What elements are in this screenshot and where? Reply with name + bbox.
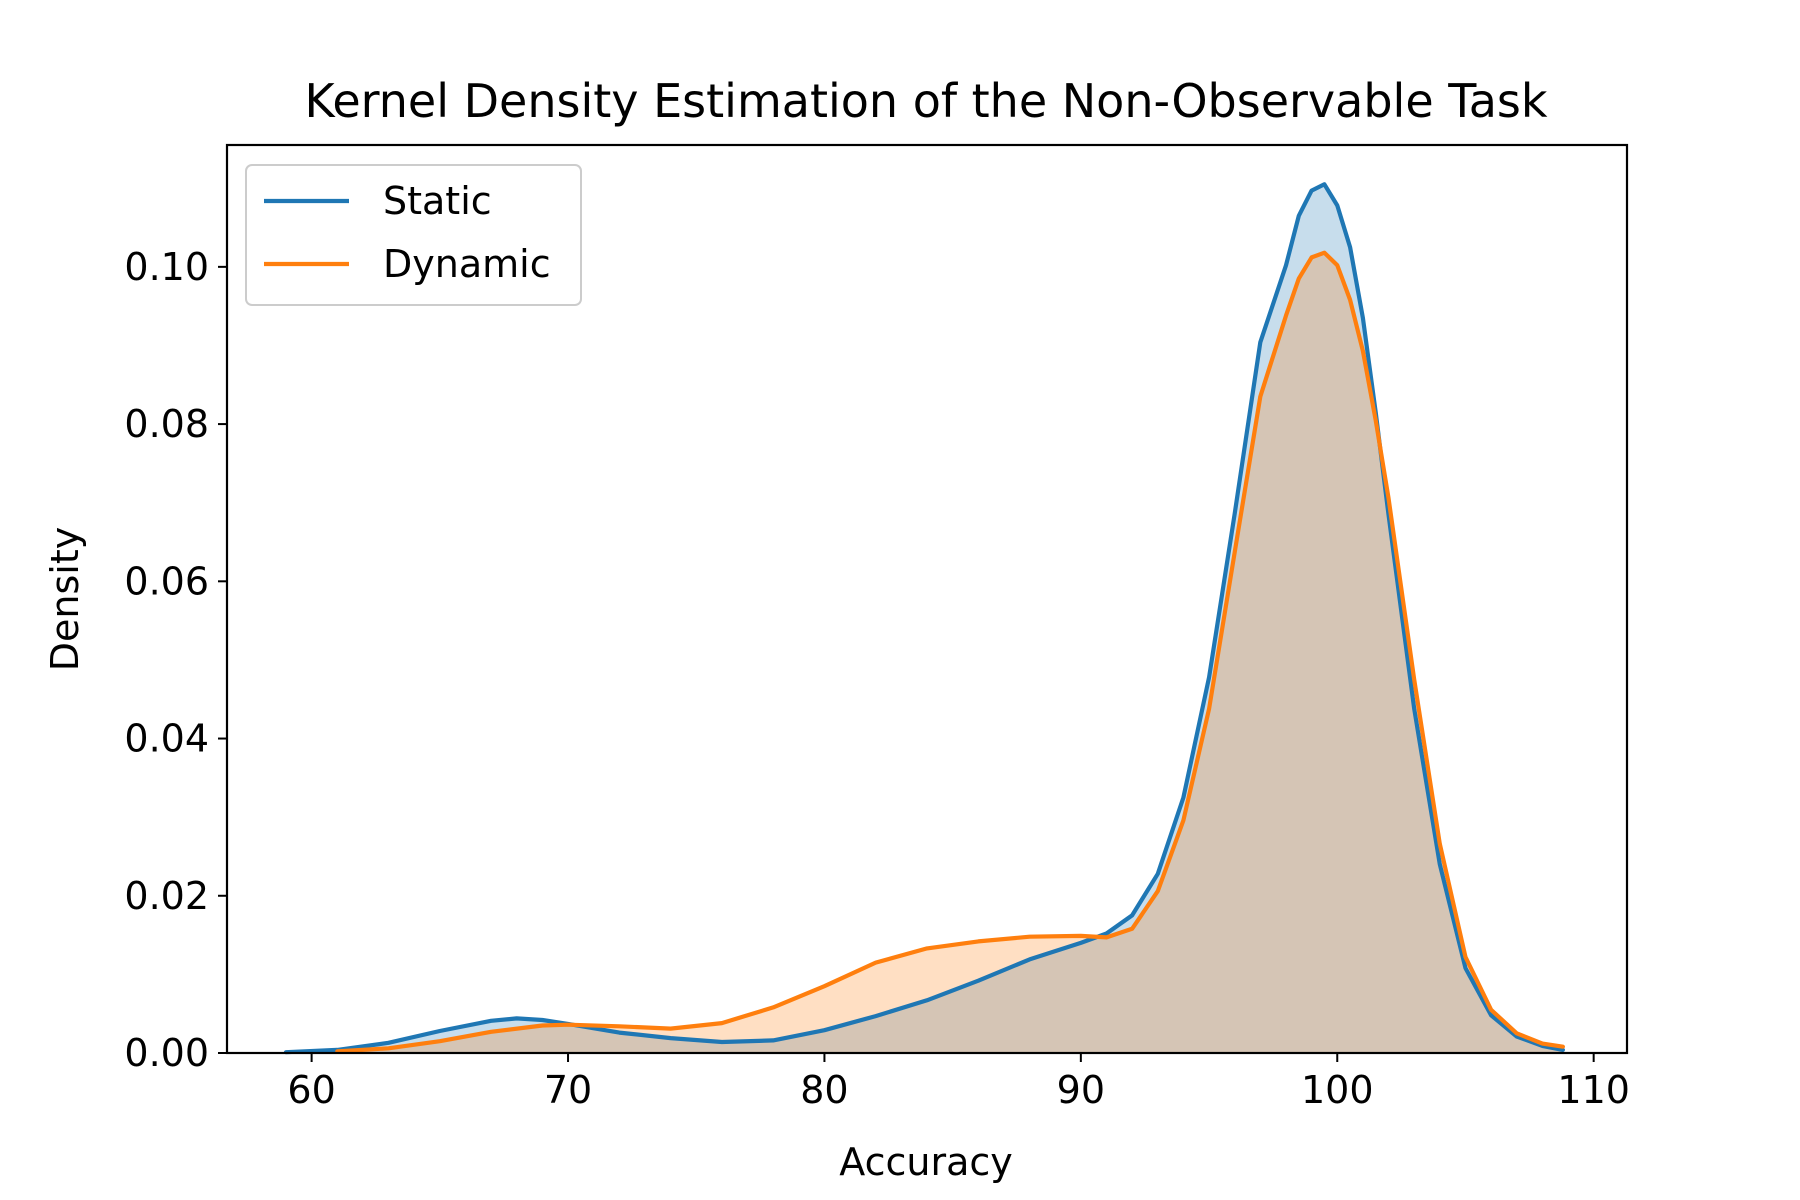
plot-frame [225, 143, 1629, 1055]
x-tick-label: 80 [800, 1068, 848, 1112]
y-axis-label: Density [43, 527, 87, 671]
y-tick-label: 0.04 [124, 717, 209, 761]
x-tick-label: 110 [1557, 1068, 1630, 1112]
x-tick-label: 60 [287, 1068, 335, 1112]
y-tick-label: 0.00 [124, 1031, 209, 1075]
density-lines [283, 182, 1565, 1055]
x-tick-label: 100 [1301, 1068, 1374, 1112]
x-tick-label: 90 [1057, 1068, 1105, 1112]
x-axis-ticks: 60 70 80 90 100 110 [287, 1053, 1630, 1112]
legend-label-static: Static [383, 179, 492, 223]
y-axis-ticks: 0.00 0.02 0.04 0.06 0.08 0.10 [124, 245, 227, 1075]
series-line-dynamic [335, 250, 1565, 1054]
legend: Static Dynamic [245, 164, 582, 306]
x-axis-label: Accuracy [839, 1140, 1013, 1184]
x-tick-label: 70 [544, 1068, 592, 1112]
series-area-dynamic [337, 252, 1563, 1053]
chart-title: Kernel Density Estimation of the Non-Obs… [304, 74, 1547, 128]
series-area-static [286, 184, 1563, 1054]
density-fills [286, 184, 1563, 1054]
legend-label-dynamic: Dynamic [383, 242, 551, 286]
y-tick-label: 0.10 [124, 245, 209, 289]
y-tick-label: 0.06 [124, 559, 209, 603]
series-line-static [283, 182, 1565, 1055]
y-tick-label: 0.02 [124, 874, 209, 918]
y-tick-label: 0.08 [124, 402, 209, 446]
